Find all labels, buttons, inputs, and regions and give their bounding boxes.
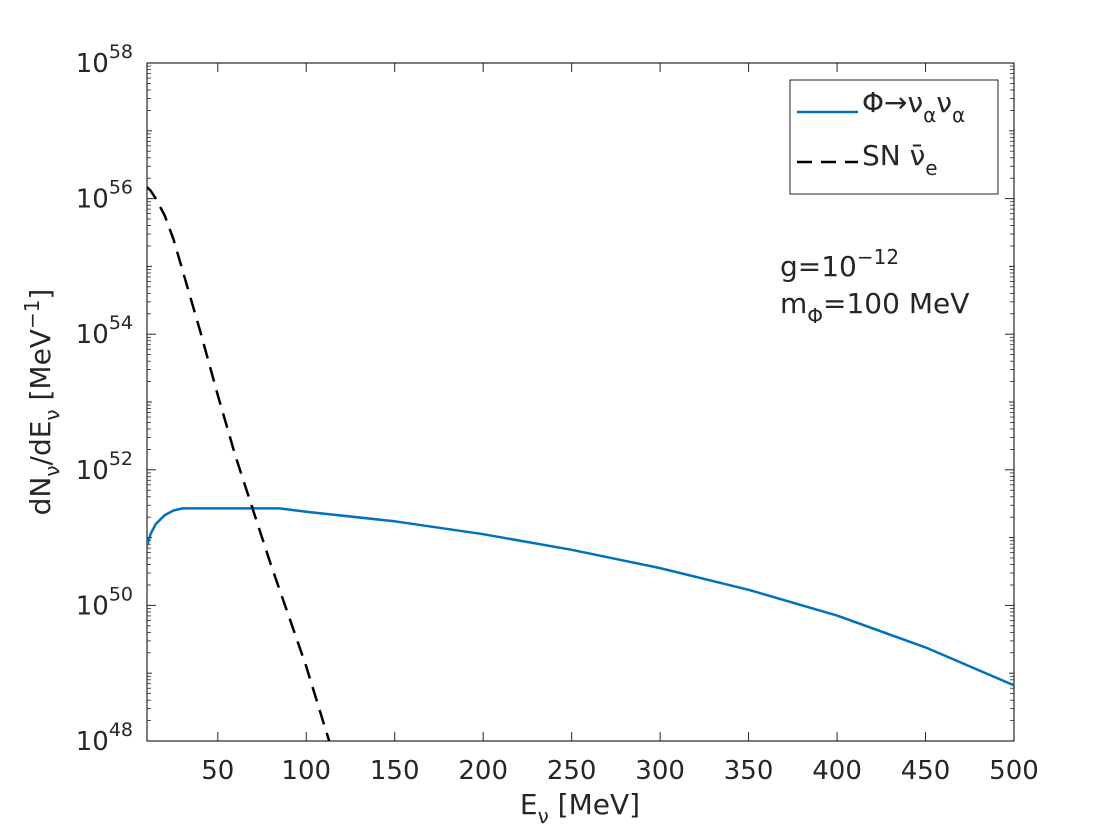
x-tick-label: 50 <box>201 756 234 786</box>
legend-box <box>789 79 999 195</box>
legend: Φ→νανα SN ν̄e <box>789 79 999 195</box>
x-tick-label: 400 <box>812 756 862 786</box>
y-tick-label-exponent: 50 <box>109 583 133 605</box>
x-tick-label: 200 <box>458 756 508 786</box>
x-tick-label: 350 <box>724 756 774 786</box>
y-tick-label-exponent: 52 <box>109 448 133 470</box>
x-tick-labels: 50 100 150 200 250 300 350 400 450 500 <box>201 756 1039 786</box>
legend-sn-sub1: e <box>925 156 937 180</box>
y-tick-label-base: 10 <box>76 185 109 215</box>
legend-label-sn: SN ν̄e <box>862 139 938 180</box>
y-tick-label: 1058 <box>76 41 133 79</box>
series-line-sn <box>147 186 331 741</box>
annotation-coupling-sup: −12 <box>857 245 899 269</box>
annotation-mass: mΦ=100 MeV <box>780 287 969 328</box>
y-label-p2: /dE <box>24 421 57 466</box>
y-tick-label-exponent: 58 <box>109 41 133 63</box>
x-tick-label: 250 <box>547 756 597 786</box>
annotation-mass-rest: =100 MeV <box>823 287 969 320</box>
annotation-mass-sub: Φ <box>807 304 823 328</box>
plot-frame <box>146 62 1015 742</box>
legend-decay-a: Φ→ν <box>862 86 923 119</box>
x-label-rest: [MeV] <box>549 788 640 821</box>
series-line-decay <box>147 507 1014 687</box>
x-tick-label: 450 <box>901 756 951 786</box>
y-tick-label-base: 10 <box>76 456 109 486</box>
y-tick-label-base: 10 <box>76 727 109 757</box>
y-tick-label-base: 10 <box>76 49 109 79</box>
x-tick-label: 300 <box>635 756 685 786</box>
y-tick-label: 1050 <box>76 583 133 621</box>
minor-ticks <box>147 65 1014 721</box>
legend-sn-a: SN ν̄ <box>862 139 925 172</box>
legend-decay-b: ν <box>936 86 952 119</box>
x-label-sub: ν <box>538 804 549 828</box>
y-label-s1: ν <box>40 465 64 476</box>
y-axis-label: dNν/dEν [MeV−1] <box>20 289 64 516</box>
legend-label-decay: Φ→νανα <box>862 86 965 127</box>
annotation-coupling: g=10−12 <box>780 245 899 283</box>
legend-decay-sub1: α <box>923 103 936 127</box>
y-label-p4: ] <box>24 289 57 300</box>
y-tick-label: 1056 <box>76 177 133 215</box>
x-tick-label: 500 <box>989 756 1039 786</box>
x-label-main: E <box>520 788 538 821</box>
y-tick-label-exponent: 54 <box>109 312 133 334</box>
annotation-mass-main: m <box>780 287 807 320</box>
y-tick-label-exponent: 56 <box>109 177 133 199</box>
y-tick-label: 1052 <box>76 448 133 486</box>
legend-decay-sub2: α <box>952 103 965 127</box>
y-tick-label: 1048 <box>76 719 133 757</box>
x-tick-label: 100 <box>281 756 331 786</box>
y-label-p1: dN <box>24 477 57 516</box>
y-tick-label-base: 10 <box>76 591 109 621</box>
y-tick-label-base: 10 <box>76 320 109 350</box>
y-label-p3: [MeV <box>24 329 57 409</box>
series-layer <box>147 186 1014 741</box>
x-axis-label: Eν [MeV] <box>520 788 640 828</box>
y-tick-label: 1054 <box>76 312 133 350</box>
y-tick-label-exponent: 48 <box>109 719 133 741</box>
annotation-coupling-main: g=10 <box>780 250 857 283</box>
y-label-sup: −1 <box>20 300 44 329</box>
x-tick-label: 150 <box>370 756 420 786</box>
y-label-s2: ν <box>40 409 64 420</box>
